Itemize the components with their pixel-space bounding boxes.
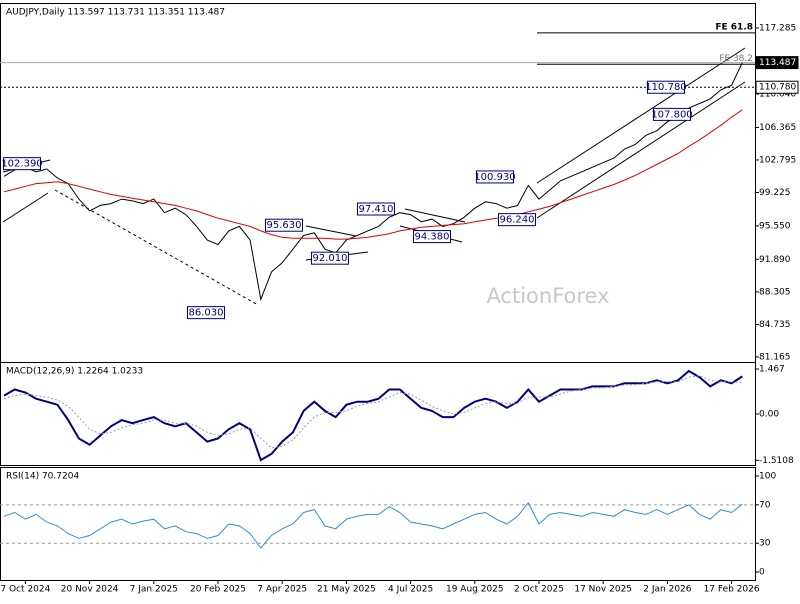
- series-line: [3, 375, 743, 449]
- series-line: [3, 62, 743, 302]
- level-box: [357, 202, 395, 216]
- x-tick-label: 7 Jan 2025: [130, 585, 178, 595]
- y-tick-label: 88.305: [759, 287, 791, 297]
- x-tick-label: 20 Nov 2024: [61, 585, 119, 595]
- level-label: 95.630: [267, 220, 302, 231]
- level-label: 100.930: [474, 172, 515, 183]
- level-box: [476, 170, 514, 184]
- y-tick-label: 84.735: [759, 320, 791, 330]
- y-tick-label: 30: [759, 539, 771, 549]
- x-tick-label: 7 Apr 2025: [257, 585, 307, 595]
- level-label: 102.390: [1, 159, 42, 170]
- series-line: [3, 501, 743, 549]
- y-tick-label: 106.365: [759, 123, 796, 133]
- y-tick-label: 70: [759, 500, 771, 510]
- trendline: [305, 225, 357, 237]
- y-tick-label: 117.285: [759, 23, 796, 33]
- level-label: 94.380: [415, 232, 450, 243]
- price-label-box: [755, 80, 799, 94]
- x-tick-label: 4 Jul 2025: [388, 585, 433, 595]
- series-line: [3, 109, 743, 240]
- price-label: 113.487: [759, 58, 796, 68]
- trendline: [536, 81, 746, 219]
- y-tick-label: 95.550: [759, 221, 791, 231]
- level-label: 96.240: [500, 215, 535, 226]
- level-label: 86.030: [189, 308, 224, 319]
- x-tick-label: 17 Feb 2026: [704, 585, 760, 595]
- trendline: [54, 189, 259, 306]
- panel-frame: [0, 467, 756, 581]
- y-tick-label: 91.890: [759, 255, 791, 265]
- level-label: 92.010: [313, 253, 348, 264]
- x-tick-label: 7 Oct 2024: [0, 585, 50, 595]
- y-tick-label: 81.165: [759, 352, 791, 362]
- trendline: [536, 47, 746, 184]
- y-tick-label: 100: [759, 472, 776, 482]
- x-tick-label: 2 Jan 2026: [643, 585, 691, 595]
- level-label: 110.780: [645, 82, 686, 93]
- y-tick-label: 102.795: [759, 155, 796, 165]
- level-box: [413, 230, 451, 244]
- level-label: 97.410: [359, 204, 394, 215]
- level-label: 107.800: [651, 109, 692, 120]
- price-label-box: [755, 56, 799, 70]
- level-box: [498, 213, 536, 227]
- trendline: [2, 192, 49, 223]
- y-tick-label: 1.467: [759, 364, 785, 374]
- y-tick-label: 110.040: [759, 89, 796, 99]
- watermark: ActionForex: [486, 284, 609, 308]
- level-box: [653, 107, 691, 121]
- x-tick-label: 17 Nov 2025: [574, 585, 632, 595]
- panel-title: RSI(14) 70.7204: [6, 472, 79, 482]
- trendlines: [2, 47, 746, 306]
- x-tick-label: 19 Aug 2025: [446, 585, 504, 595]
- series-line: [3, 369, 743, 462]
- level-box: [3, 157, 41, 171]
- x-tick-label: 21 May 2025: [317, 585, 376, 595]
- level-box: [265, 218, 303, 232]
- fe-label: FE 38.2: [719, 54, 753, 64]
- panel-title: MACD(12,26,9) 1.2264 1.0233: [6, 367, 143, 377]
- level-box: [311, 251, 349, 265]
- level-box: [647, 80, 685, 94]
- price-label: 110.780: [759, 83, 796, 93]
- x-tick-label: 20 Feb 2025: [190, 585, 246, 595]
- y-tick-label: 99.225: [759, 188, 791, 198]
- fe-label: FE 61.8: [715, 22, 753, 32]
- y-tick-label: 0: [759, 568, 765, 578]
- y-tick-label: 0.00: [759, 409, 779, 419]
- x-tick-label: 2 Oct 2025: [514, 585, 564, 595]
- y-tick-label: -1.5108: [759, 456, 794, 466]
- panel-title: AUDJPY,Daily 113.597 113.731 113.351 113…: [6, 8, 225, 18]
- trendline: [404, 208, 466, 223]
- level-box: [187, 306, 225, 320]
